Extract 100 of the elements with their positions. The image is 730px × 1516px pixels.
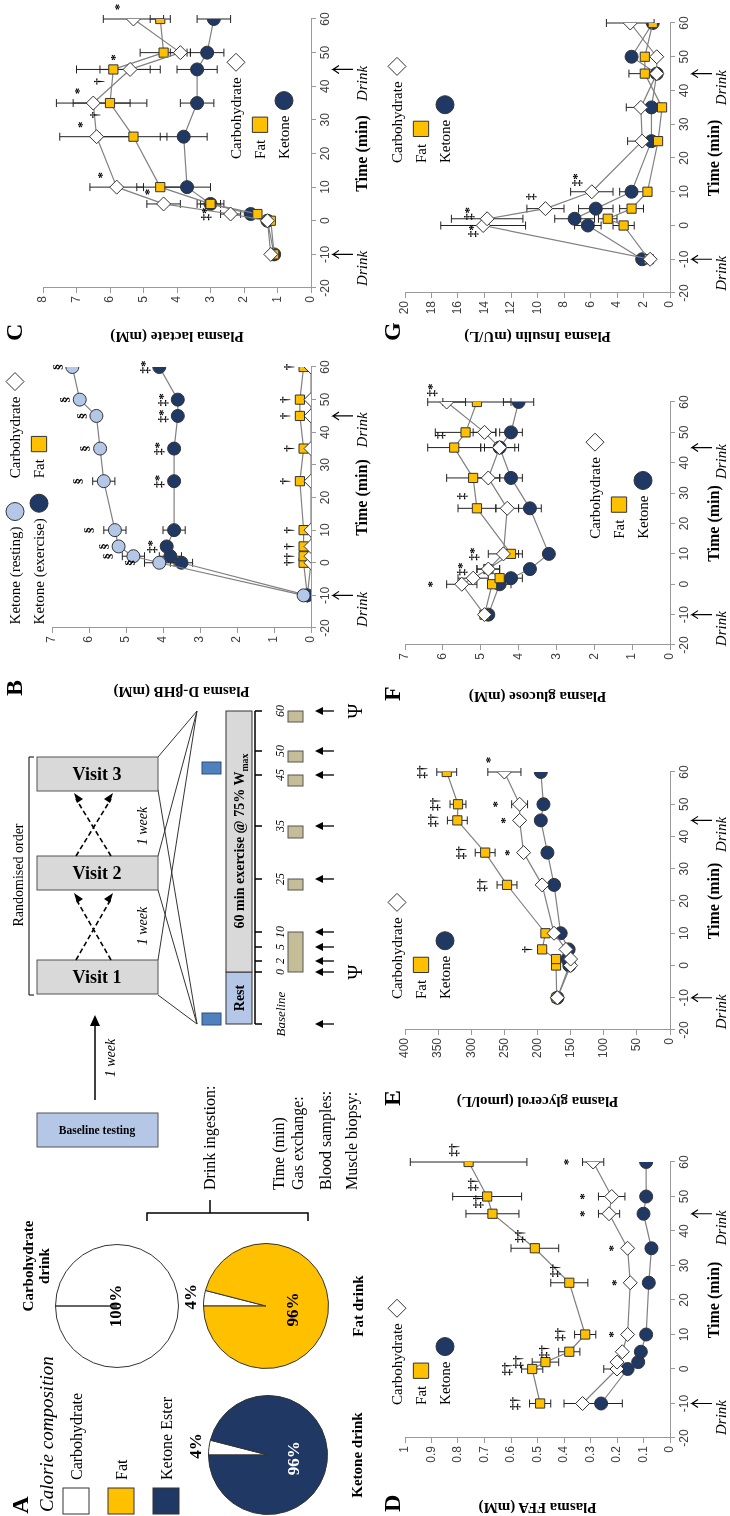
annotation: * — [73, 121, 89, 128]
legend-label: Ketone — [436, 1361, 453, 1405]
text: Gas exchange: — [288, 1096, 307, 1190]
x-tick-label: 6 — [582, 300, 597, 308]
annotation: § — [121, 559, 137, 566]
y-axis-title: Time (min) — [352, 115, 371, 192]
y-tick-label: 0 — [317, 217, 332, 225]
annotation: ‡* — [465, 547, 481, 561]
y-tick-label: 40 — [317, 425, 332, 439]
x-tick-label: 0 — [662, 1445, 677, 1453]
x-tick-label: 3 — [548, 652, 563, 660]
y-tick-label: -10 — [317, 245, 332, 264]
ref-line-label: Drink — [713, 816, 729, 853]
x-tick-label: 8 — [35, 295, 50, 303]
text: E — [379, 1089, 406, 1106]
annotation: § — [95, 543, 111, 550]
x-tick-label: 0.2 — [609, 1445, 624, 1463]
annotation: § — [81, 526, 97, 534]
annotation: ‡ — [454, 492, 470, 500]
x-tick-label: 0.7 — [476, 1445, 491, 1463]
x-tick-label: 2 — [236, 295, 251, 303]
x-tick-label: 2 — [229, 635, 244, 643]
legend-label: Fat — [412, 143, 429, 164]
y-tick-label: 50 — [676, 797, 691, 811]
annotation: ‡† — [498, 1362, 514, 1376]
annotation: ‡† — [464, 1177, 480, 1191]
annotation: * — [604, 1245, 620, 1252]
y-tick-label: 0 — [317, 559, 332, 567]
annotation: ‡† — [512, 1229, 528, 1243]
annotation: § — [70, 477, 86, 485]
annotation: † — [280, 542, 296, 550]
x-tick-label: 12 — [503, 300, 518, 315]
y-axis-title: Time (min) — [704, 485, 723, 562]
x-tick-label: 4 — [609, 300, 624, 308]
x-tick-label: 1 — [397, 1445, 412, 1453]
x-axis-title: Plasma D-βHB (mM) — [113, 683, 250, 701]
legend-label: Ketone — [634, 495, 651, 539]
text: 50 — [273, 745, 287, 757]
x-tick-label: 20 — [397, 300, 412, 315]
y-tick-label: 10 — [676, 926, 691, 940]
text: Visit 2 — [72, 863, 122, 883]
x-tick-label: 3 — [192, 635, 207, 643]
y-tick-label: 30 — [317, 457, 332, 472]
text: A — [7, 1495, 33, 1514]
y-tick-label: 50 — [317, 45, 332, 60]
y-axis-title: Time (min) — [704, 1261, 723, 1339]
y-axis-title: Time (min) — [704, 119, 723, 197]
annotation: ‡* — [424, 383, 439, 397]
x-tick-label: 1 — [266, 635, 281, 643]
annotation: ‡* — [460, 207, 476, 220]
y-tick-label: -10 — [317, 586, 332, 605]
annotation: * — [607, 1279, 623, 1286]
text: Baseline testing — [58, 1124, 136, 1137]
y-tick-label: 30 — [676, 486, 691, 500]
x-axis-title: Plasma FFA (mM) — [478, 1499, 597, 1516]
x-tick-label: 1 — [624, 652, 639, 660]
ref-line-label: Drink — [713, 69, 729, 107]
x-tick-label: 0.1 — [635, 1445, 650, 1463]
text: 1 week — [102, 1037, 118, 1078]
x-tick-label: 3 — [202, 295, 217, 303]
annotation: ‡ — [522, 192, 538, 200]
y-tick-label: 20 — [676, 516, 691, 531]
x-tick-label: 5 — [135, 295, 150, 303]
y-tick-label: -20 — [317, 279, 332, 297]
annotation: † — [277, 477, 293, 485]
y-tick-label: 30 — [676, 117, 691, 131]
y-tick-label: -10 — [676, 988, 691, 1007]
annotation: * — [559, 1158, 575, 1166]
x-tick-label: 0 — [303, 295, 318, 303]
legend-label: Fat — [30, 458, 47, 479]
x-tick-label: 0.3 — [582, 1445, 597, 1463]
x-axis-title: Plasma glycerol (µmol/L) — [456, 1093, 619, 1111]
legend-label: Carbohydrate — [388, 81, 405, 164]
annotation: ‡† — [445, 1143, 461, 1157]
text: Carbohydrate — [67, 1392, 86, 1480]
y-tick-label: 30 — [317, 112, 332, 127]
x-tick-label: 0 — [662, 652, 677, 660]
legend-label: Fat — [610, 518, 627, 539]
x-tick-label: 6 — [435, 652, 450, 660]
text: Ψ — [344, 703, 366, 719]
legend-label: Ketone (resting) — [6, 526, 24, 625]
y-tick-label: 10 — [317, 523, 332, 537]
y-tick-label: 50 — [676, 425, 691, 440]
annotation: ‡* — [151, 442, 167, 456]
annotation: § — [73, 412, 89, 420]
annotation: ‡* — [454, 562, 470, 576]
legend-label: Carbohydrate — [6, 396, 23, 479]
data-label: 4% — [186, 1433, 206, 1459]
x-tick-label: 0 — [662, 1037, 677, 1045]
text: G — [379, 322, 406, 341]
annotation: † — [90, 77, 106, 85]
annotation: ‡† — [506, 1396, 522, 1410]
x-tick-label: 4 — [169, 295, 184, 303]
data-label: 96% — [283, 1292, 303, 1327]
text: 1 week — [134, 905, 150, 946]
x-tick-label: 0.6 — [503, 1445, 518, 1463]
y-tick-label: 60 — [317, 360, 332, 374]
ref-line-label: Drink — [713, 1399, 729, 1436]
y-tick-label: 0 — [676, 1365, 691, 1373]
ref-line-label: Drink — [713, 1209, 729, 1247]
